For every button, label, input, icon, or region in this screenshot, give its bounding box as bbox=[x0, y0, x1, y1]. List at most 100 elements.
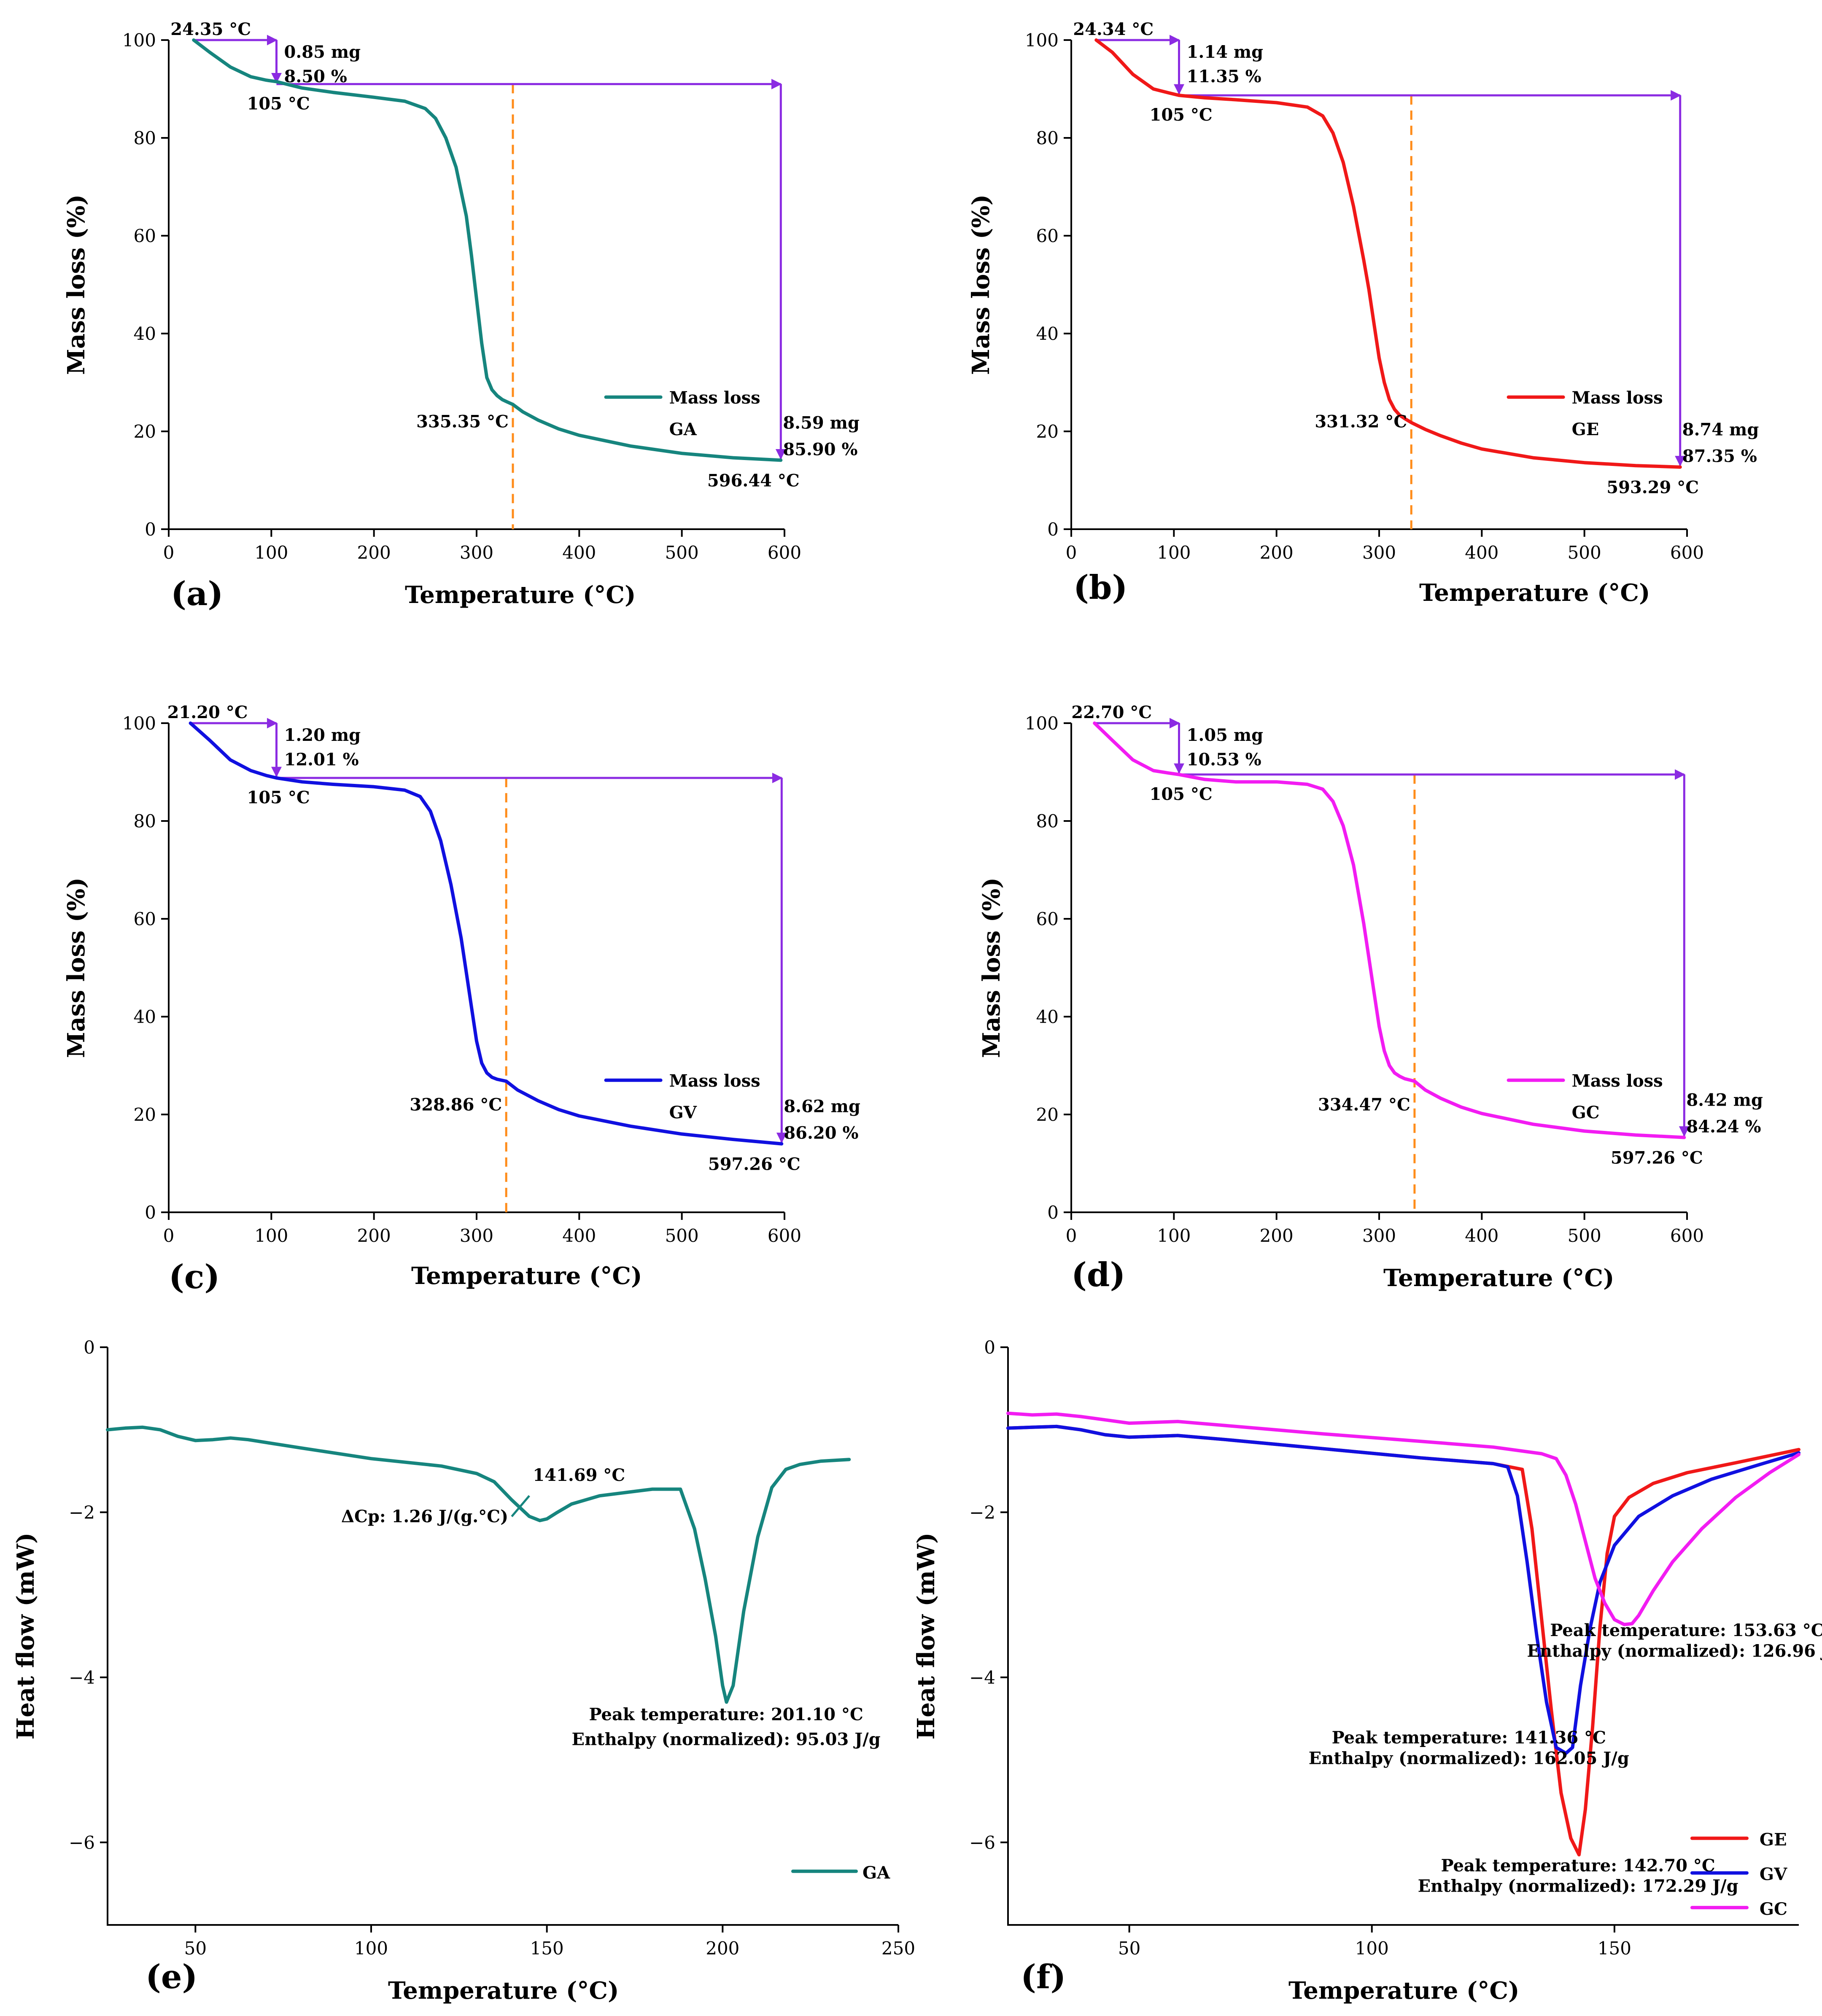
x-tick-label: 100 bbox=[354, 1938, 388, 1959]
gv-enthalpy-label: Enthalpy (normalized): 162.05 J/g bbox=[1309, 1748, 1629, 1768]
legend-sample-label: GA bbox=[669, 420, 697, 439]
legend-label: Mass loss bbox=[669, 1071, 760, 1091]
stage2-percent-label: 85.90 % bbox=[783, 439, 857, 459]
temp-105-label: 105 °C bbox=[247, 94, 310, 113]
y-axis-title: Mass loss (%) bbox=[967, 194, 995, 375]
x-axis-title: Temperature (°C) bbox=[1419, 579, 1650, 607]
start-temperature-label: 21.20 °C bbox=[167, 703, 248, 722]
y-axis-title: Heat flow (mW) bbox=[912, 1532, 940, 1739]
stage1-mass-label: 1.05 mg bbox=[1187, 725, 1264, 745]
y-tick-label: 0 bbox=[984, 1337, 995, 1358]
y-tick-label: −2 bbox=[969, 1502, 995, 1523]
x-tick-label: 300 bbox=[460, 1225, 493, 1246]
stage1-mass-label: 1.14 mg bbox=[1187, 42, 1264, 62]
x-tick-label: 600 bbox=[1670, 542, 1704, 563]
x-tick-label: 0 bbox=[163, 542, 175, 563]
stage1-mass-label: 0.85 mg bbox=[284, 42, 361, 62]
x-tick-label: 500 bbox=[1568, 542, 1601, 563]
legend-label-gv: GV bbox=[1760, 1865, 1787, 1884]
y-tick-label: 0 bbox=[1047, 1202, 1059, 1223]
tg-marker bbox=[511, 1495, 530, 1518]
stage2-mass-label: 8.42 mg bbox=[1686, 1090, 1763, 1110]
x-tick-label: 200 bbox=[706, 1938, 739, 1959]
y-tick-label: 100 bbox=[122, 30, 156, 51]
x-tick-label: 300 bbox=[1362, 1225, 1396, 1246]
tg-label: 141.69 °C bbox=[533, 1465, 625, 1485]
legend-label-ge: GE bbox=[1760, 1830, 1787, 1850]
stage2-percent-label: 87.35 % bbox=[1682, 447, 1757, 466]
legend-label: Mass loss bbox=[1572, 388, 1663, 408]
x-tick-label: 50 bbox=[184, 1938, 207, 1959]
y-tick-label: 80 bbox=[1036, 128, 1059, 148]
y-tick-label: −2 bbox=[69, 1502, 95, 1523]
legend-label: GA bbox=[862, 1863, 890, 1883]
y-tick-label: 80 bbox=[134, 811, 156, 832]
y-tick-label: 20 bbox=[134, 1104, 156, 1125]
x-tick-label: 250 bbox=[881, 1938, 915, 1959]
x-tick-label: 150 bbox=[530, 1938, 564, 1959]
stage2-mass-label: 8.59 mg bbox=[783, 413, 860, 433]
panel-e-dsc-ga: 50 100 150 200 250 0 −2 −4 −6 Temperature (°C) Hea… bbox=[12, 1337, 915, 2005]
start-temperature-label: 24.35 °C bbox=[170, 19, 251, 39]
x-tick-label: 500 bbox=[665, 542, 699, 563]
y-tick-label: −6 bbox=[69, 1832, 95, 1853]
panel-label: (f) bbox=[1021, 1958, 1066, 1996]
heat-flow-curve-ga bbox=[106, 1425, 851, 1704]
x-tick-label: 500 bbox=[665, 1225, 699, 1246]
x-axis-title: Temperature (°C) bbox=[411, 1262, 642, 1290]
x-tick-label: 50 bbox=[1118, 1938, 1140, 1959]
mid-temperature-label: 328.86 °C bbox=[410, 1095, 502, 1114]
legend-sample-label: GE bbox=[1572, 420, 1599, 439]
y-tick-label: 20 bbox=[1036, 421, 1059, 442]
temp-105-label: 105 °C bbox=[1150, 105, 1213, 125]
x-tick-label: 100 bbox=[254, 542, 288, 563]
delta-cp-label: ΔCp: 1.26 J/(g.°C) bbox=[341, 1507, 508, 1526]
mass-loss-curve-ge bbox=[1094, 38, 1682, 469]
start-temperature-label: 22.70 °C bbox=[1071, 703, 1152, 722]
enthalpy-label: Enthalpy (normalized): 95.03 J/g bbox=[572, 1729, 881, 1749]
panel-b-tga-ge: 0 100 200 300 400 500 600 0 20 40 60 80 100 Temperatu… bbox=[967, 19, 1759, 607]
panel-label: (c) bbox=[169, 1258, 220, 1296]
x-tick-label: 100 bbox=[1157, 542, 1191, 563]
mid-temperature-label: 334.47 °C bbox=[1318, 1095, 1410, 1114]
x-tick-label: 200 bbox=[1260, 1225, 1294, 1246]
y-tick-label: 0 bbox=[145, 519, 156, 540]
stage1-percent-label: 11.35 % bbox=[1187, 67, 1261, 86]
y-tick-label: 0 bbox=[84, 1337, 95, 1358]
x-tick-label: 200 bbox=[357, 542, 391, 563]
x-tick-label: 200 bbox=[1260, 542, 1294, 563]
gv-peak-label: Peak temperature: 141.36 °C bbox=[1332, 1728, 1606, 1747]
y-tick-label: 60 bbox=[1036, 226, 1059, 246]
y-axis-title: Heat flow (mW) bbox=[12, 1532, 40, 1739]
stage2-mass-label: 8.74 mg bbox=[1682, 420, 1759, 440]
y-axis-title: Mass loss (%) bbox=[62, 877, 90, 1058]
panel-c-tga-gv: 0 100 200 300 400 500 600 0 20 40 60 80 100 Temperatu… bbox=[62, 703, 860, 1296]
y-tick-label: −6 bbox=[969, 1832, 995, 1853]
y-tick-label: 40 bbox=[1036, 323, 1059, 344]
legend-label-gc: GC bbox=[1760, 1899, 1787, 1919]
legend-sample-label: GV bbox=[669, 1103, 697, 1122]
ge-enthalpy-label: Enthalpy (normalized): 172.29 J/g bbox=[1418, 1876, 1738, 1896]
x-tick-label: 300 bbox=[460, 542, 493, 563]
x-axis-title: Temperature (°C) bbox=[1288, 1977, 1519, 2005]
y-tick-label: −4 bbox=[69, 1667, 95, 1688]
y-tick-label: 100 bbox=[1025, 30, 1059, 51]
mass-loss-curve-gc bbox=[1093, 721, 1686, 1139]
x-tick-label: 100 bbox=[1157, 1225, 1191, 1246]
start-temperature-label: 24.34 °C bbox=[1073, 19, 1154, 39]
y-tick-label: 40 bbox=[134, 1007, 156, 1027]
stage2-percent-label: 84.24 % bbox=[1686, 1117, 1761, 1137]
x-tick-label: 0 bbox=[163, 1225, 175, 1246]
stage2-mass-label: 8.62 mg bbox=[784, 1097, 860, 1117]
x-tick-label: 600 bbox=[768, 542, 801, 563]
end-temperature-label: 596.44 °C bbox=[707, 471, 800, 490]
end-temperature-label: 593.29 °C bbox=[1606, 478, 1699, 498]
legend-sample-label: GC bbox=[1572, 1103, 1600, 1122]
x-axis-title: Temperature (°C) bbox=[1383, 1264, 1614, 1292]
heat-flow-curve-ge bbox=[1006, 1424, 1800, 1857]
temp-105-label: 105 °C bbox=[247, 788, 310, 807]
x-tick-label: 200 bbox=[357, 1225, 391, 1246]
x-axis-title: Temperature (°C) bbox=[388, 1977, 619, 2005]
x-tick-label: 100 bbox=[1355, 1938, 1389, 1959]
